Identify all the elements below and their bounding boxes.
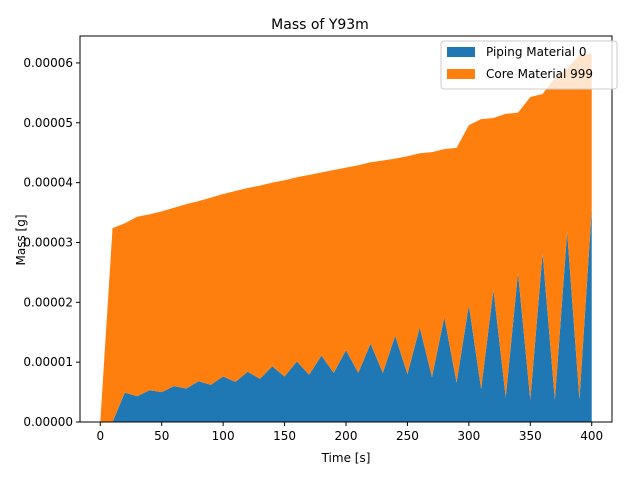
x-tick-label: 300 <box>457 429 480 443</box>
y-tick-label: 0.00000 <box>23 415 73 429</box>
y-tick-label: 0.00001 <box>23 355 73 369</box>
plot-areas <box>100 53 592 423</box>
y-tick-label: 0.00004 <box>23 176 73 190</box>
area-series-1 <box>100 53 592 423</box>
x-tick-label: 50 <box>154 429 169 443</box>
y-tick-label: 0.00003 <box>23 235 73 249</box>
legend-label-core: Core Material 999 <box>486 67 593 81</box>
x-tick-label: 250 <box>396 429 419 443</box>
y-axis-label: Mass [g] <box>14 214 28 265</box>
y-tick-label: 0.00005 <box>23 116 73 130</box>
legend-swatch-core <box>447 69 475 79</box>
x-tick-label: 0 <box>96 429 104 443</box>
y-tick-label: 0.00002 <box>23 295 73 309</box>
legend-box <box>440 40 618 90</box>
x-tick-label: 400 <box>580 429 603 443</box>
y-tick-label: 0.00006 <box>23 56 73 70</box>
legend: Piping Material 0 Core Material 999 <box>440 40 618 90</box>
area-series-0 <box>100 209 592 422</box>
chart-title: Mass of Y93m <box>271 17 369 33</box>
x-tick-label: 150 <box>273 429 296 443</box>
legend-swatch-piping <box>447 47 475 57</box>
y-axis: 0.00000 0.00001 0.00002 0.00003 0.00004 0.000… <box>23 56 80 429</box>
x-tick-label: 350 <box>519 429 542 443</box>
x-tick-label: 100 <box>212 429 235 443</box>
x-axis-label: Time [s] <box>321 451 371 465</box>
x-axis: 0 50 100 150 200 250 300 350 400 <box>96 422 603 443</box>
legend-label-piping: Piping Material 0 <box>486 45 587 59</box>
x-tick-label: 200 <box>335 429 358 443</box>
